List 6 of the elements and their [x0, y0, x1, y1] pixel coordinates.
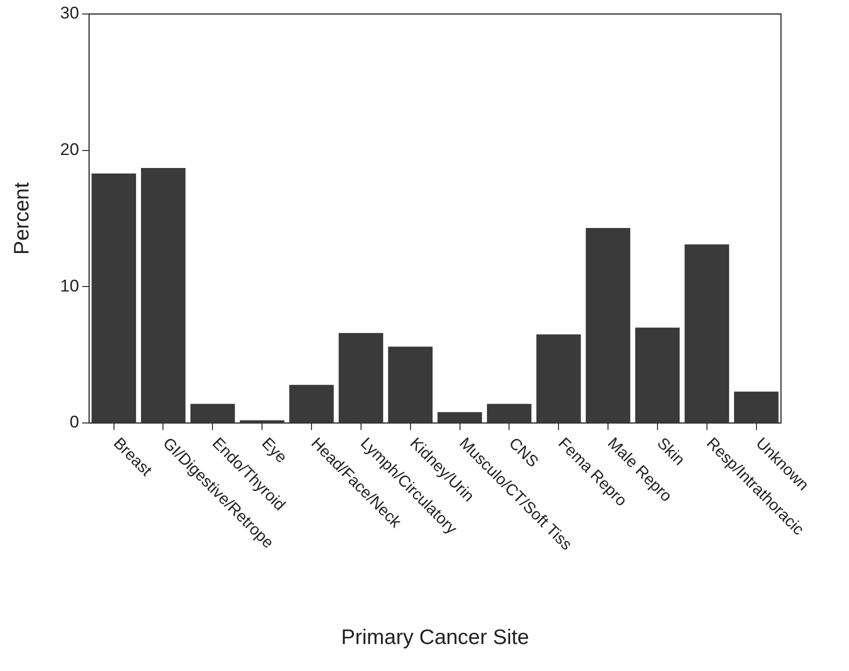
y-tick-label: 20 [60, 140, 80, 160]
y-axis-title: Percent [10, 182, 34, 255]
y-tick-label: 0 [70, 412, 80, 432]
y-tick-label: 10 [60, 276, 80, 296]
y-tick-label: 30 [60, 4, 80, 23]
x-axis-title: Primary Cancer Site [341, 626, 529, 650]
